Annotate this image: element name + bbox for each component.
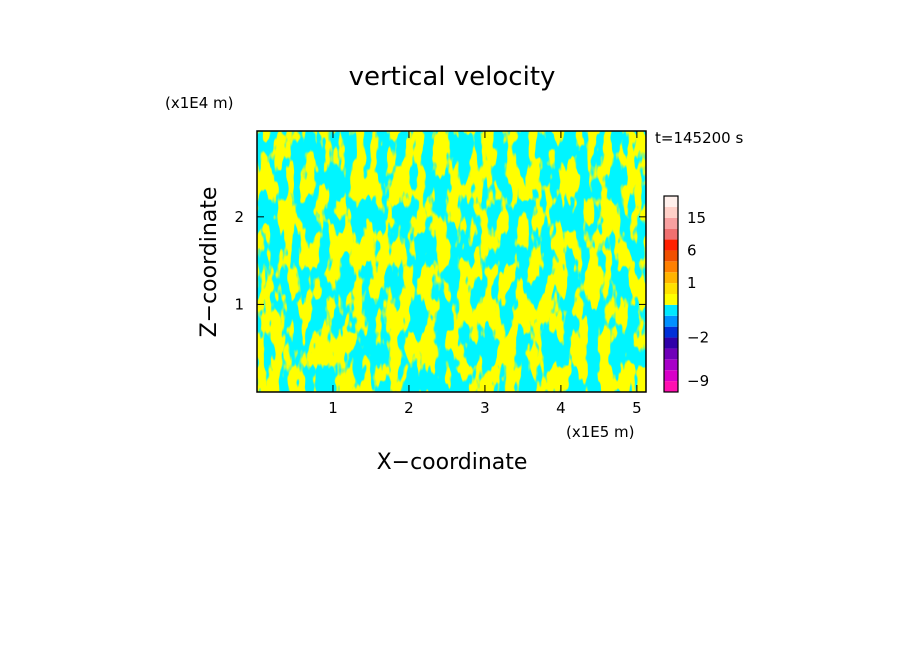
colorbar-band [664, 228, 678, 240]
x-axis: 1 2 3 4 5 [328, 131, 642, 417]
colorbar-tick-label: 6 [687, 241, 697, 259]
colorbar-band [664, 196, 678, 207]
plot-frame [256, 130, 647, 393]
colorbar-tick-label: −2 [687, 329, 709, 347]
time-label: t=145200 s [655, 129, 743, 147]
x-tick-label: 2 [404, 399, 414, 417]
colorbar-tick-label: −9 [687, 372, 709, 390]
y-tick-label: 2 [234, 208, 244, 226]
contour-field [257, 131, 646, 392]
colorbar-band [664, 348, 678, 360]
colorbar-band [664, 206, 678, 218]
colorbar-band [664, 326, 678, 338]
x-tick-label: 5 [632, 399, 642, 417]
colorbar-band [664, 217, 678, 229]
x-tick-label: 3 [480, 399, 490, 417]
y-axis-unit: (x1E4 m) [165, 94, 234, 112]
chart-title: vertical velocity [349, 62, 556, 92]
colorbar-tick-label: 1 [687, 274, 697, 292]
x-tick-label: 4 [556, 399, 566, 417]
colorbar: 15 6 1 −2 −9 [663, 195, 709, 393]
colorbar-tick-label: 15 [687, 209, 706, 227]
colorbar-band [664, 304, 678, 316]
y-tick-label: 1 [234, 295, 244, 313]
colorbar-band [664, 370, 678, 382]
x-tick-label: 1 [328, 399, 338, 417]
colorbar-band [664, 272, 678, 284]
x-axis-label: X−coordinate [377, 450, 528, 475]
negative-region [257, 131, 646, 392]
y-axis-label: Z−coordinate [197, 187, 222, 338]
colorbar-frame [663, 195, 679, 393]
colorbar-band [664, 315, 678, 327]
x-axis-unit: (x1E5 m) [566, 423, 635, 441]
colorbar-band [664, 239, 678, 251]
colorbar-band [664, 381, 678, 392]
y-axis: 12 [234, 208, 646, 313]
colorbar-band [664, 283, 678, 294]
colorbar-band [664, 261, 678, 273]
colorbar-band [664, 359, 678, 371]
colorbar-band [664, 337, 678, 349]
colorbar-band [664, 294, 678, 305]
colorbar-band [664, 250, 678, 262]
